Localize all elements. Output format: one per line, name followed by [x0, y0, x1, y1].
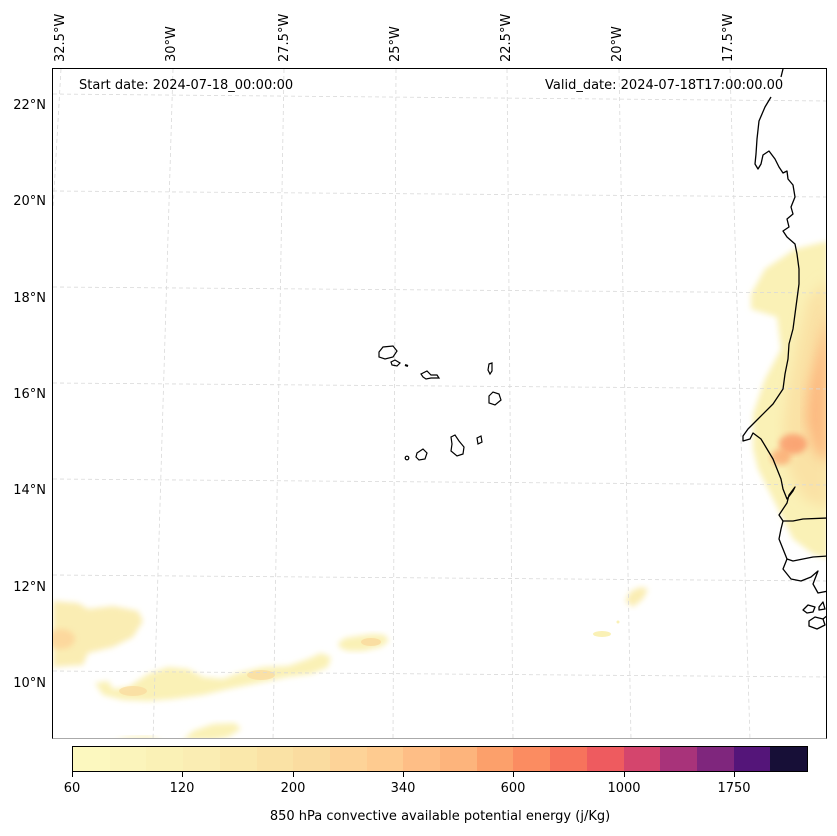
island-santa-luzia	[404, 364, 409, 367]
colorbar-segment	[696, 747, 734, 771]
colorbar-segment	[403, 747, 441, 771]
colorbar-tick	[734, 772, 735, 777]
africa-coastline	[782, 558, 826, 594]
colorbar-tick-label: 1750	[717, 781, 751, 796]
colorbar-tick	[72, 772, 73, 777]
gridlines	[53, 69, 826, 738]
cape-region-central	[95, 653, 331, 701]
lon-tick-label: 20°W	[610, 26, 625, 62]
lat-tick-label: 22°N	[13, 98, 46, 113]
island-boa-vista	[488, 391, 502, 406]
colorbar-segment	[550, 747, 587, 771]
africa-coastline	[802, 601, 826, 630]
cape-maximum	[53, 629, 75, 649]
lon-gridline	[152, 69, 174, 738]
lat-tick-label: 10°N	[13, 676, 46, 691]
lat-tick-label: 14°N	[13, 483, 46, 498]
island-santo-antao	[378, 345, 398, 360]
cape-verde-islands	[378, 345, 502, 461]
lon-tick-label: 30°W	[164, 26, 179, 62]
lon-tick-label: 22.5°W	[499, 13, 514, 62]
colorbar-segment	[476, 747, 514, 771]
colorbar-segment	[770, 747, 808, 771]
lon-gridline	[506, 69, 514, 738]
lat-gridline	[53, 93, 826, 102]
map-canvas	[53, 69, 826, 738]
coastlines	[742, 69, 826, 630]
island-fogo	[415, 448, 428, 461]
island-sao-nicolau	[420, 370, 441, 380]
colorbar-segment	[660, 747, 697, 771]
colorbar-tick-label: 600	[500, 781, 526, 796]
lat-gridline	[53, 190, 826, 198]
cape-region-south	[123, 736, 156, 738]
lat-tick-label: 16°N	[13, 387, 46, 402]
colorbar-tick	[403, 772, 404, 777]
colorbar-segment	[256, 747, 294, 771]
colorbar-segment	[329, 747, 367, 771]
colorbar-tick-label: 1000	[607, 781, 641, 796]
colorbar-segment	[513, 747, 551, 771]
colorbar-segment	[623, 747, 661, 771]
colorbar-segment	[183, 747, 220, 771]
cape-region-20w-dot	[616, 620, 620, 624]
cape-region-20w-small	[593, 631, 611, 637]
lon-gridline	[729, 69, 751, 738]
colorbar-segment	[109, 747, 147, 771]
lon-gridline	[392, 69, 397, 738]
colorbar-tick	[513, 772, 514, 777]
colorbar-segment	[73, 747, 110, 771]
colorbar-segment	[293, 747, 330, 771]
colorbar-tick	[182, 772, 183, 777]
lon-tick-label: 25°W	[388, 26, 403, 62]
cape-region-south	[185, 723, 241, 738]
start-date-label: Start date: 2024-07-18_00:00:00	[79, 78, 294, 93]
colorbar-segment	[366, 747, 404, 771]
cape-maximum	[119, 686, 147, 696]
island-maio	[476, 435, 483, 445]
cape-maximum	[247, 670, 275, 680]
colorbar-segment	[440, 747, 477, 771]
lat-gridline	[53, 670, 826, 678]
lon-gridline	[618, 69, 632, 738]
valid-date-label: Valid_date: 2024-07-18T17:00:00.00	[545, 78, 784, 93]
colorbar-segment	[586, 747, 624, 771]
colorbar-segment	[219, 747, 257, 771]
cape-maximum	[361, 638, 381, 646]
colorbar-segment	[146, 747, 184, 771]
cape-maximum	[771, 449, 791, 465]
lon-tick-label: 17.5°W	[721, 13, 736, 62]
lon-gridline	[53, 69, 62, 210]
lat-gridline	[53, 574, 826, 582]
colorbar-tick-label: 60	[63, 781, 81, 796]
lon-tick-label: 27.5°W	[277, 13, 292, 62]
lat-tick-label: 12°N	[13, 580, 46, 595]
lon-tick-label: 32.5°W	[53, 13, 68, 62]
map-panel	[52, 68, 827, 739]
cape-region-20w	[625, 587, 648, 607]
island-sal	[487, 362, 493, 376]
colorbar-tick-label: 340	[390, 781, 416, 796]
colorbar-tick-label: 120	[169, 781, 195, 796]
cape-region-west	[53, 601, 143, 667]
africa-coastline	[742, 69, 826, 522]
lat-tick-label: 18°N	[13, 291, 46, 306]
island-sao-vicente	[390, 359, 401, 367]
lat-tick-label: 20°N	[13, 194, 46, 209]
colorbar	[72, 746, 808, 772]
cape-region-coast-core	[805, 317, 826, 462]
colorbar-tick	[293, 772, 294, 777]
lat-gridline	[53, 382, 826, 390]
lon-gridline	[272, 69, 285, 738]
lat-gridline	[53, 286, 826, 294]
cape-field	[53, 241, 826, 738]
colorbar-segment	[733, 747, 771, 771]
lat-gridline	[53, 478, 826, 486]
colorbar-tick	[624, 772, 625, 777]
colorbar-label: 850 hPa convective available potential e…	[269, 809, 611, 824]
island-brava	[404, 455, 410, 461]
island-santiago	[450, 434, 465, 457]
colorbar-tick-label: 200	[280, 781, 306, 796]
cape-maximum	[779, 434, 807, 454]
